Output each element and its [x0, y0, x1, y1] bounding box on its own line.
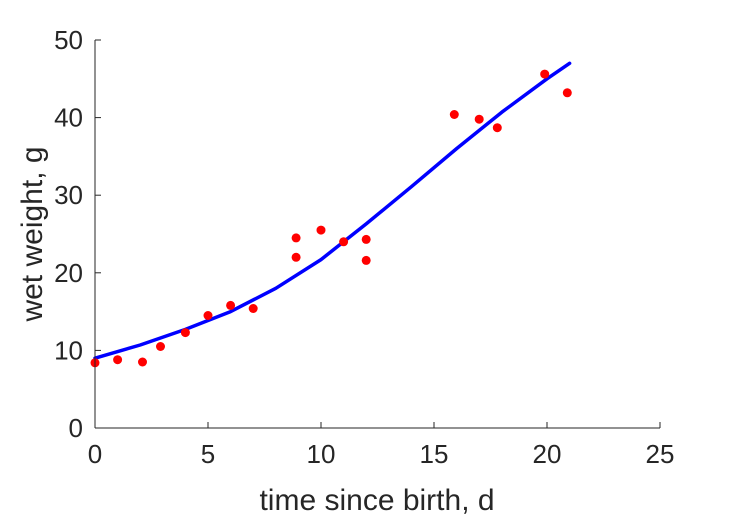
data-point [540, 69, 550, 79]
y-tick-label: 50 [54, 25, 83, 55]
axes [94, 40, 660, 429]
data-point [562, 88, 572, 98]
y-tick-label: 10 [54, 335, 83, 365]
data-point [361, 234, 371, 244]
data-point [138, 357, 147, 367]
data-point [449, 110, 459, 119]
data-point [339, 237, 349, 247]
data-point [248, 304, 258, 313]
y-ticks: 0 10 20 30 40 50 [54, 25, 101, 443]
plot-area [90, 61, 572, 368]
data-point [203, 311, 213, 320]
x-tick-label: 5 [201, 439, 215, 469]
x-tick-label: 0 [88, 439, 102, 469]
data-point [180, 328, 190, 338]
x-axis-label: time since birth, d [259, 484, 494, 517]
y-tick-label: 0 [69, 413, 83, 443]
fit-line [93, 61, 572, 360]
data-point [474, 114, 484, 124]
x-tick-label: 10 [307, 439, 336, 469]
y-tick-label: 30 [54, 180, 83, 210]
data-point [316, 225, 326, 235]
y-axis-label: wet weight, g [16, 146, 49, 322]
data-point [291, 252, 301, 262]
data-point [156, 342, 165, 351]
data-point [492, 123, 502, 133]
data-point [113, 355, 123, 365]
x-tick-label: 25 [646, 439, 675, 469]
x-ticks: 0 5 10 15 20 25 [88, 422, 675, 469]
y-tick-label: 40 [54, 103, 83, 133]
y-tick-label: 20 [54, 258, 83, 288]
data-point [361, 255, 371, 265]
x-tick-label: 20 [533, 439, 562, 469]
data-point [291, 233, 301, 243]
x-tick-label: 15 [420, 439, 449, 469]
data-point [226, 300, 236, 310]
